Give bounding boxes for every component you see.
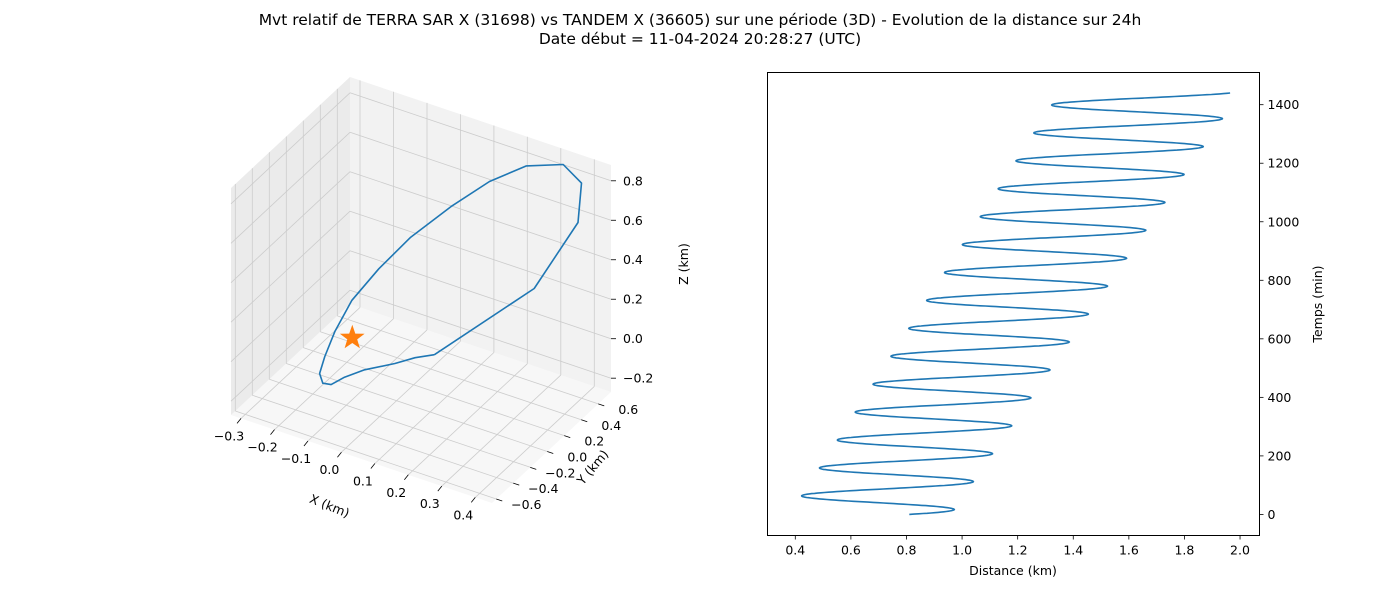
grid-line-x-floor [441,374,562,487]
x-tick-label-2d: 0.6 [841,543,861,558]
z-axis-label-3d: Z (km) [676,243,691,285]
x-tick-mark-3d [370,463,376,469]
x-tick-label-3d: 0.4 [453,507,473,522]
plot-3d-trajectory: −0.3−0.2−0.10.00.10.20.30.4−0.6−0.4−0.20… [214,77,691,522]
x-tick-label-2d: 1.0 [952,543,972,558]
y-tick-label-2d: 400 [1268,390,1292,405]
x-tick-mark-3d [337,451,342,458]
y-tick-label-3d: −0.4 [528,481,558,496]
grid-line-y-floor [286,363,548,452]
plot-distance-vs-time: 0.4 0.6 0.8 1.0 1.2 1.4 1.6 1.8 2.0 0 200 400 600 800… [767,72,1325,578]
grid-line-z-side [230,210,351,323]
x-tick-label-3d: 0.0 [319,462,339,477]
x-tick-label-2d: 1.8 [1174,543,1194,558]
y-tick-label-2d: 1400 [1268,97,1300,112]
y-tick-mark-3d [564,435,571,438]
grid-line-y-floor [235,410,497,500]
y-tick-label-3d: 0.0 [567,450,587,465]
x-tick-mark-3d [303,440,309,447]
grid-line-z-side [230,132,351,244]
grid-line-z-back [349,171,612,261]
y-tick-mark-3d [581,419,588,423]
y-tick-label-3d: −0.2 [545,465,575,480]
x-tick-label-3d: −0.1 [281,451,311,466]
grid-line-z-side [230,250,351,362]
x-tick-mark-3d [404,474,409,481]
figure-title-line2: Date début = 11-04-2024 20:28:27 (UTC) [539,30,861,48]
z-tick-label-3d: 0.6 [623,213,643,228]
z-tick-label-3d: 0.2 [623,292,643,307]
y-tick-mark-3d [598,403,605,407]
y-tick-mark-3d [530,466,537,470]
y-tick-mark-3d [547,451,554,454]
z-tick-label-3d: 0.8 [623,173,643,188]
figure-title-line1: Mvt relatif de TERRA SAR X (31698) vs TA… [259,11,1142,29]
x-tick-label-3d: −0.3 [214,428,244,443]
grid-line-y-floor [269,378,531,468]
grid-line-z-back [349,92,612,182]
plot-3d-series [318,163,583,386]
y-tick-label-3d: 0.6 [618,402,638,417]
x-axis-label-2d: Distance (km) [969,563,1057,578]
distance-series-line [800,92,1231,516]
x-tick-mark-3d [270,429,275,435]
y-tick-label-2d: 1000 [1268,214,1300,229]
x-tick-label-2d: 1.4 [1063,543,1083,558]
grid-line-z-side [230,92,351,205]
grid-line-x-floor [374,352,495,464]
x-tick-label-3d: 0.3 [420,496,440,511]
grid-line-z-back [349,210,612,300]
x-tick-label-2d: 0.8 [897,543,917,558]
grid-line-x-floor [408,363,528,476]
grid-line-x-floor [240,307,361,419]
grid-line-z-back [349,250,612,340]
x-tick-label-2d: 1.6 [1119,543,1139,558]
x-tick-mark-3d [236,418,242,424]
x-tick-label-3d: −0.2 [247,440,277,455]
plot-2d-ticks: 0.4 0.6 0.8 1.0 1.2 1.4 1.6 1.8 2.0 0 200 400 600 800… [785,97,1299,557]
grid-line-y-floor [252,394,514,484]
grid-line-x-floor [475,386,595,498]
grid-line-x-floor [341,340,461,453]
y-tick-label-2d: 200 [1268,448,1292,463]
grid-line-x-floor [274,318,394,430]
grid-line-y-floor [303,347,565,436]
y-tick-label-3d: 0.4 [601,418,621,433]
grid-line-z-back [349,289,612,379]
origin-star-marker [339,324,365,349]
grid-line-x-floor [307,329,428,442]
x-tick-mark-3d [470,497,476,503]
x-tick-label-3d: 0.1 [353,474,373,489]
y-tick-label-2d: 800 [1268,273,1292,288]
y-tick-label-2d: 1200 [1268,156,1300,171]
z-tick-label-3d: 0.4 [623,252,643,267]
x-tick-label-2d: 2.0 [1230,543,1250,558]
y-tick-mark-3d [496,498,503,502]
grid-line-z-back [349,131,612,221]
grid-line-y-floor [320,331,582,421]
pane-back-wall [350,77,611,392]
plot-3d-grid [230,80,612,500]
x-tick-mark-3d [437,485,443,492]
plot-3d-ticks: −0.3−0.2−0.10.00.10.20.30.4−0.6−0.4−0.20… [214,173,654,522]
y-axis-label-2d: Temps (min) [1310,265,1325,343]
y-tick-label-3d: 0.2 [584,434,604,449]
y-tick-label-3d: −0.6 [511,497,541,512]
y-tick-label-2d: 0 [1268,507,1276,522]
grid-line-y-floor [337,315,599,405]
y-tick-label-2d: 600 [1268,331,1292,346]
y-tick-mark-3d [513,482,520,486]
trajectory-line-3d [318,163,583,386]
grid-line-z-side [230,289,351,402]
z-tick-label-3d: 0.0 [623,331,643,346]
plot-2d-frame [767,72,1260,536]
grid-line-z-side [230,171,351,283]
x-tick-label-2d: 0.4 [785,543,805,558]
x-tick-label-3d: 0.2 [386,485,406,500]
z-tick-label-3d: −0.2 [623,371,653,386]
x-tick-label-2d: 1.2 [1008,543,1028,558]
